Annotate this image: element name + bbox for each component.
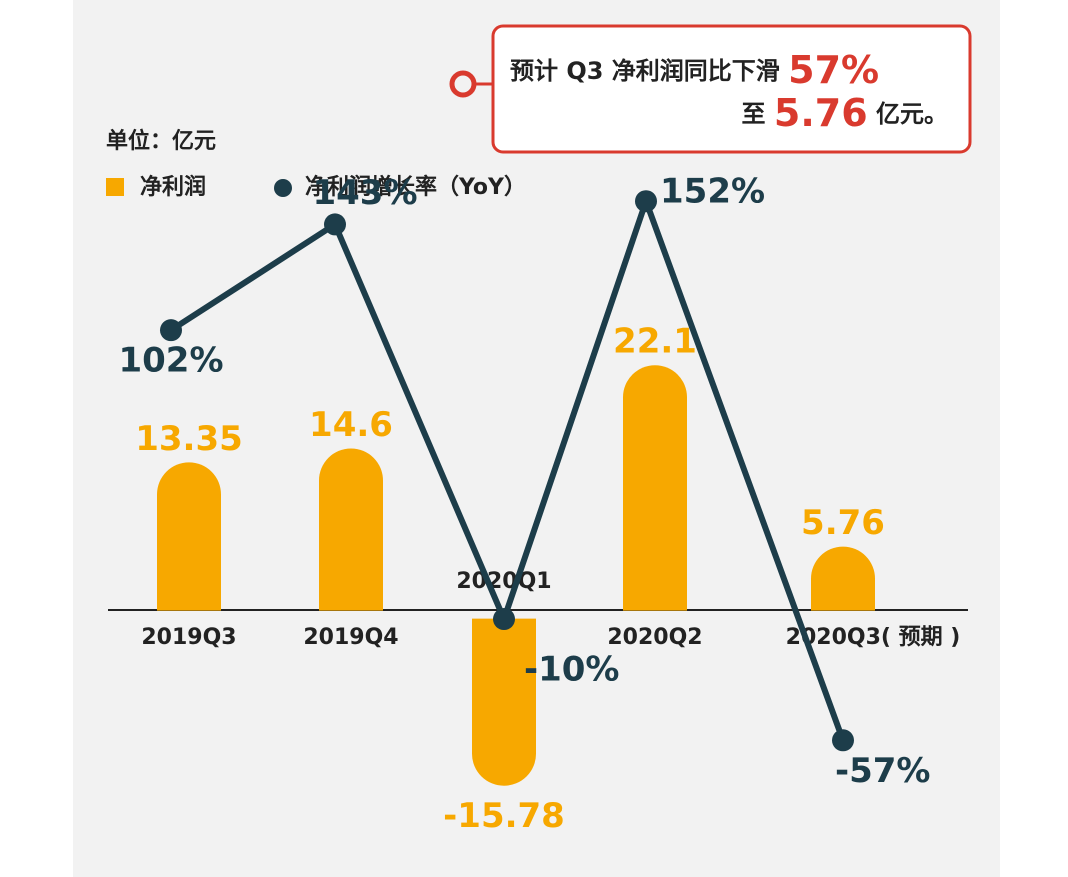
bar: [319, 448, 383, 611]
annotation-value: 5.76: [774, 91, 868, 135]
bar: [811, 546, 875, 611]
line-point: [832, 729, 854, 752]
line-point: [324, 213, 346, 236]
unit-label: 单位：亿元: [106, 128, 216, 154]
line-point: [493, 608, 515, 631]
bar-value-label: 5.76: [801, 503, 885, 543]
bar: [472, 618, 536, 786]
x-tick-label: 2019Q4: [303, 625, 398, 650]
line-point: [635, 190, 657, 213]
legend-swatch: [106, 178, 124, 196]
bar-value-label: 14.6: [309, 405, 393, 445]
annotation-text: 预计 Q3 净利润同比下滑: [510, 57, 780, 85]
legend-swatch: [274, 179, 292, 197]
bar: [157, 462, 221, 611]
annotation-line1: 预计 Q3 净利润同比下滑 57%: [510, 48, 879, 92]
annotation-box: [491, 24, 972, 154]
line-value-label: -57%: [835, 751, 931, 791]
bar: [623, 365, 687, 611]
bar-value-label: -15.78: [443, 796, 565, 836]
x-tick-label: 2019Q3: [141, 625, 236, 650]
annotation-value: 57%: [788, 48, 879, 92]
annotation-text: 亿元。: [876, 100, 948, 128]
line-value-label: -10%: [524, 650, 620, 690]
annotation-line2: 至 5.76 亿元。: [742, 91, 948, 135]
legend-label: 净利润增长率（YoY）: [305, 174, 526, 200]
bar-value-label: 22.1: [613, 322, 697, 362]
legend-label: 净利润: [140, 174, 206, 200]
line-value-label: 102%: [118, 341, 223, 381]
line-point: [160, 319, 182, 342]
line-value-label: 143%: [312, 173, 417, 213]
x-tick-label: 2020Q1: [456, 569, 551, 594]
x-tick-label: 2020Q2: [607, 625, 702, 650]
line-value-label: 152%: [660, 172, 765, 212]
annotation-text: 至: [742, 100, 766, 128]
bar-value-label: 13.35: [135, 419, 243, 459]
x-tick-label: 2020Q3( 预期 ): [786, 625, 961, 650]
pin-icon: [449, 70, 492, 98]
